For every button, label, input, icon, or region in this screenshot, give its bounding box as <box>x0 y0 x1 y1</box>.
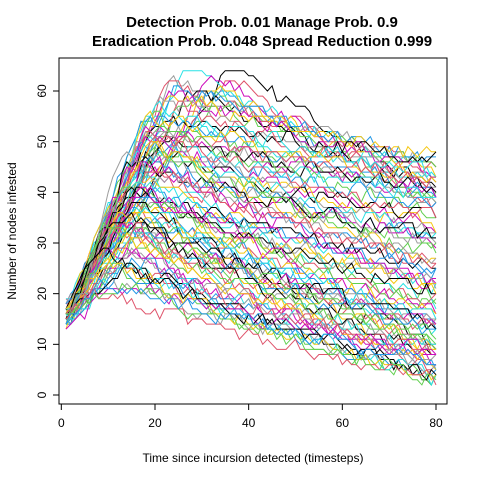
y-tick-label: 50 <box>35 135 49 149</box>
series-line-42 <box>66 161 436 315</box>
series-line-63 <box>65 206 437 320</box>
series-line-99 <box>66 282 437 386</box>
y-tick-label: 40 <box>35 185 49 199</box>
series-line-75 <box>65 221 437 340</box>
chart-title-line-2: Eradication Prob. 0.048 Spread Reduction… <box>92 33 432 50</box>
y-axis-label: Number of nodes infested <box>5 162 19 299</box>
series-line-98 <box>65 287 437 386</box>
y-axis: 0 10 20 30 40 50 60 <box>35 84 60 398</box>
x-tick-label: 0 <box>58 416 65 430</box>
y-tick-label: 0 <box>35 391 49 398</box>
series-line-48 <box>66 151 437 320</box>
x-tick-label: 40 <box>242 416 256 430</box>
x-axis-label: Time since incursion detected (timesteps… <box>143 451 364 465</box>
series-line-28 <box>65 140 437 305</box>
series-line-82 <box>66 222 437 371</box>
series-line-35 <box>65 145 437 320</box>
series-line-96 <box>66 272 437 376</box>
series-line-21 <box>66 100 437 300</box>
x-tick-label: 20 <box>148 416 162 430</box>
series-line-84 <box>66 257 437 370</box>
chart-title-line-1: Detection Prob. 0.01 Manage Prob. 0.9 <box>126 14 398 31</box>
series-line-81 <box>66 222 436 356</box>
x-axis: 0 20 40 60 80 <box>58 403 443 430</box>
series-line-2 <box>65 80 437 305</box>
series-line-73 <box>65 211 437 330</box>
x-tick-label: 80 <box>429 416 443 430</box>
series-line-47 <box>65 176 436 315</box>
series-line-49 <box>66 186 436 320</box>
y-tick-label: 20 <box>35 287 49 301</box>
y-tick-label: 60 <box>35 84 49 98</box>
series-lines <box>65 70 437 387</box>
series-line-39 <box>65 140 436 325</box>
series-line-53 <box>65 181 437 320</box>
series-line-32 <box>65 130 436 305</box>
series-line-66 <box>66 216 437 350</box>
series-line-91 <box>65 262 437 386</box>
series-line-50 <box>65 171 437 325</box>
series-line-90 <box>65 267 436 355</box>
y-tick-label: 30 <box>35 236 49 250</box>
series-line-57 <box>65 186 436 320</box>
series-line-100 <box>65 277 436 366</box>
series-line-87 <box>65 232 437 371</box>
series-line-58 <box>65 202 437 320</box>
y-tick-label: 10 <box>35 337 49 351</box>
series-line-68 <box>65 216 437 325</box>
series-line-80 <box>65 247 436 351</box>
x-tick-label: 60 <box>336 416 350 430</box>
series-line-88 <box>66 252 437 361</box>
